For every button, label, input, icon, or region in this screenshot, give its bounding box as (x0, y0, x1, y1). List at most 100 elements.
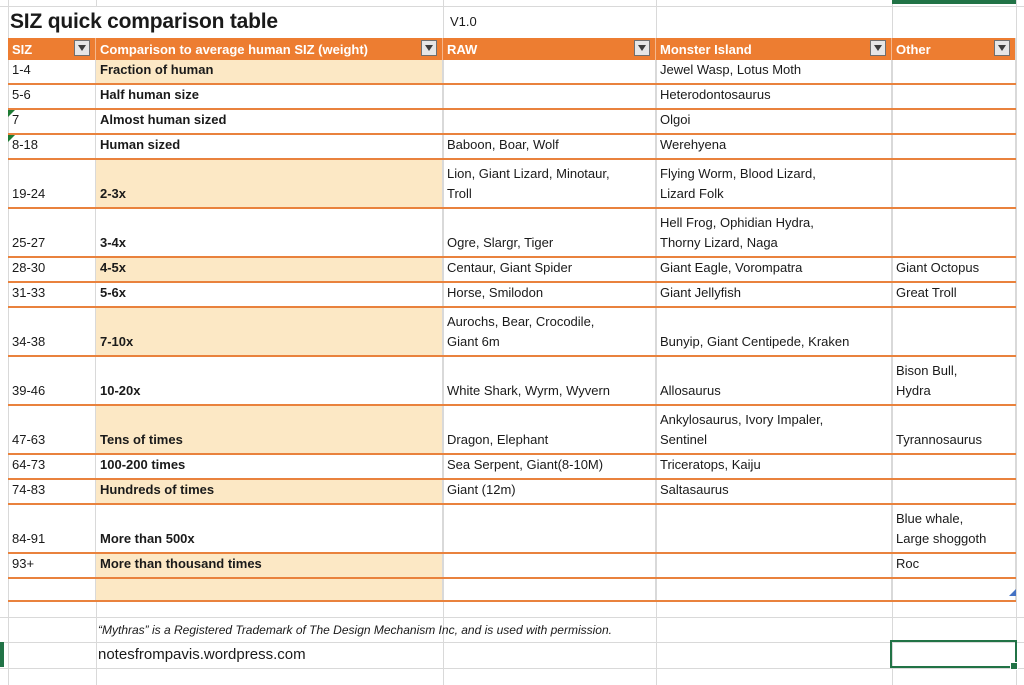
cell-raw[interactable] (443, 505, 656, 552)
cell-siz[interactable]: 31-33 (8, 283, 96, 306)
header-cell-raw[interactable]: RAW (443, 38, 656, 60)
cell-monster_island[interactable]: Allosaurus (656, 357, 892, 404)
cell-other[interactable] (892, 160, 1016, 207)
cell-monster_island[interactable]: Jewel Wasp, Lotus Moth (656, 60, 892, 83)
cell-monster_island[interactable]: Werehyena (656, 135, 892, 158)
cell-other[interactable] (892, 308, 1016, 355)
cell-monster_island[interactable]: Saltasaurus (656, 480, 892, 503)
cell-raw[interactable]: White Shark, Wyrm, Wyvern (443, 357, 656, 404)
cell-monster_island[interactable] (656, 554, 892, 577)
fill-handle[interactable] (1010, 662, 1018, 670)
cell-other[interactable] (892, 110, 1016, 133)
cell-siz[interactable]: 19-24 (8, 160, 96, 207)
cell-other[interactable] (892, 480, 1016, 503)
cell-raw[interactable]: Aurochs, Bear, Crocodile, Giant 6m (443, 308, 656, 355)
header-cell-siz[interactable]: SIZ (8, 38, 96, 60)
cell-comparison[interactable]: Fraction of human (96, 60, 443, 83)
cell-siz[interactable]: 25-27 (8, 209, 96, 256)
cell-comparison[interactable]: Tens of times (96, 406, 443, 453)
table-row: 28-30 4-5x Centaur, Giant Spider Giant Eagl… (8, 258, 1016, 283)
cell-other[interactable] (892, 135, 1016, 158)
website-link[interactable]: notesfrompavis.wordpress.com (98, 646, 306, 663)
cell-monster_island[interactable]: Ankylosaurus, Ivory Impaler, Sentinel (656, 406, 892, 453)
cell-other[interactable] (892, 209, 1016, 256)
cell-comparison[interactable]: Half human size (96, 85, 443, 108)
cell-comparison[interactable]: 3-4x (96, 209, 443, 256)
filter-dropdown-button[interactable] (421, 40, 437, 56)
header-cell-comparison[interactable]: Comparison to average human SIZ (weight) (96, 38, 443, 60)
cell-comparison[interactable]: Almost human sized (96, 110, 443, 133)
cell-raw[interactable]: Centaur, Giant Spider (443, 258, 656, 281)
cell-siz[interactable]: 28-30 (8, 258, 96, 281)
cell-siz[interactable]: 84-91 (8, 505, 96, 552)
cell-comparison[interactable]: 2-3x (96, 160, 443, 207)
cell-text: Giant Octopus (896, 260, 980, 275)
cell-raw[interactable]: Dragon, Elephant (443, 406, 656, 453)
cell-raw[interactable]: Ogre, Slargr, Tiger (443, 209, 656, 256)
cell-monster_island[interactable] (656, 579, 892, 600)
cell-siz[interactable]: 64-73 (8, 455, 96, 478)
cell-other[interactable]: Great Troll (892, 283, 1016, 306)
cell-monster_island[interactable]: Hell Frog, Ophidian Hydra, Thorny Lizard… (656, 209, 892, 256)
cell-siz[interactable]: 7 (8, 110, 96, 133)
cell-siz[interactable]: 5-6 (8, 85, 96, 108)
cell-monster_island[interactable]: Giant Jellyfish (656, 283, 892, 306)
selected-cell[interactable] (890, 640, 1017, 668)
filter-dropdown-button[interactable] (994, 40, 1010, 56)
cell-raw[interactable] (443, 110, 656, 133)
cell-siz[interactable]: 93+ (8, 554, 96, 577)
cell-siz[interactable] (8, 579, 96, 600)
cell-raw[interactable] (443, 85, 656, 108)
cell-other[interactable] (892, 455, 1016, 478)
filter-dropdown-button[interactable] (870, 40, 886, 56)
cell-siz[interactable]: 34-38 (8, 308, 96, 355)
cell-monster_island[interactable] (656, 505, 892, 552)
cell-siz[interactable]: 1-4 (8, 60, 96, 83)
cell-siz[interactable]: 8-18 (8, 135, 96, 158)
cell-comparison[interactable]: Hundreds of times (96, 480, 443, 503)
cell-raw[interactable]: Sea Serpent, Giant(8-10M) (443, 455, 656, 478)
cell-text: Tyrannosaurus (896, 432, 982, 447)
cell-monster_island[interactable]: Heterodontosaurus (656, 85, 892, 108)
page-title: SIZ quick comparison table (10, 10, 278, 33)
cell-comparison[interactable]: More than 500x (96, 505, 443, 552)
cell-other[interactable] (892, 60, 1016, 83)
cell-comparison[interactable]: 4-5x (96, 258, 443, 281)
cell-comparison[interactable] (96, 579, 443, 600)
cell-monster_island[interactable]: Flying Worm, Blood Lizard, Lizard Folk (656, 160, 892, 207)
header-cell-other[interactable]: Other (892, 38, 1016, 60)
cell-other[interactable]: Bison Bull, Hydra (892, 357, 1016, 404)
cell-monster_island[interactable]: Triceratops, Kaiju (656, 455, 892, 478)
cell-monster_island[interactable]: Giant Eagle, Vorompatra (656, 258, 892, 281)
cell-monster_island[interactable]: Bunyip, Giant Centipede, Kraken (656, 308, 892, 355)
filter-dropdown-button[interactable] (634, 40, 650, 56)
cell-other[interactable] (892, 579, 1016, 600)
cell-comparison[interactable]: More than thousand times (96, 554, 443, 577)
cell-siz[interactable]: 39-46 (8, 357, 96, 404)
cell-comparison[interactable]: Human sized (96, 135, 443, 158)
cell-monster_island[interactable]: Olgoi (656, 110, 892, 133)
cell-other[interactable]: Giant Octopus (892, 258, 1016, 281)
cell-raw[interactable] (443, 60, 656, 83)
cell-other[interactable]: Tyrannosaurus (892, 406, 1016, 453)
cell-raw[interactable]: Giant (12m) (443, 480, 656, 503)
gridline (656, 0, 657, 685)
table-resize-corner-icon[interactable] (1009, 589, 1016, 596)
cell-siz[interactable]: 47-63 (8, 406, 96, 453)
filter-dropdown-button[interactable] (74, 40, 90, 56)
cell-text: 28-30 (12, 260, 46, 275)
cell-comparison[interactable]: 10-20x (96, 357, 443, 404)
cell-raw[interactable] (443, 579, 656, 600)
cell-comparison[interactable]: 7-10x (96, 308, 443, 355)
cell-comparison[interactable]: 5-6x (96, 283, 443, 306)
cell-comparison[interactable]: 100-200 times (96, 455, 443, 478)
cell-other[interactable] (892, 85, 1016, 108)
cell-raw[interactable]: Lion, Giant Lizard, Minotaur, Troll (443, 160, 656, 207)
cell-raw[interactable]: Horse, Smilodon (443, 283, 656, 306)
cell-raw[interactable] (443, 554, 656, 577)
cell-other[interactable]: Roc (892, 554, 1016, 577)
header-cell-monster-island[interactable]: Monster Island (656, 38, 892, 60)
cell-other[interactable]: Blue whale, Large shoggoth (892, 505, 1016, 552)
cell-raw[interactable]: Baboon, Boar, Wolf (443, 135, 656, 158)
cell-siz[interactable]: 74-83 (8, 480, 96, 503)
